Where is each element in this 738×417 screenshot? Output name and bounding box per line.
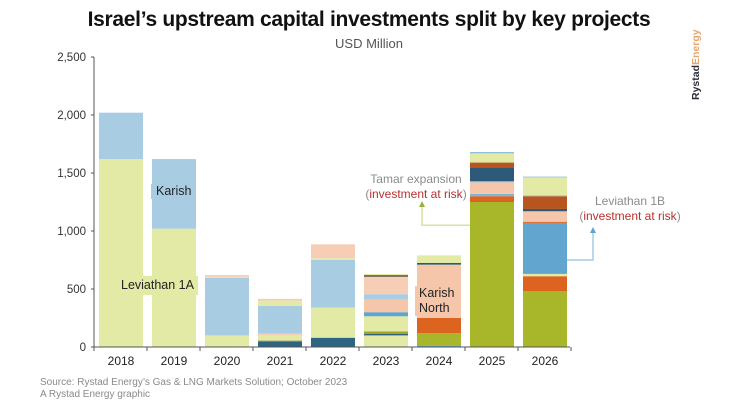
bar-segment-2021-0: [258, 341, 302, 347]
bar-segment-2023-2: [364, 331, 408, 334]
annotation-tamar-title: Tamar expansion: [370, 172, 462, 186]
bar-segment-2026-5: [523, 211, 567, 222]
y-tick-label: 1,000: [57, 226, 86, 238]
bar-segment-2026-4: [523, 221, 567, 223]
bar-segment-2026-0: [523, 291, 567, 347]
x-tick-label: 2026: [532, 354, 559, 368]
bar-segment-2023-6: [364, 294, 408, 300]
x-tick-label: 2023: [373, 354, 400, 368]
bar-segment-2025-2: [470, 193, 514, 197]
bar-segment-2021-3: [258, 333, 302, 336]
bar-segment-2023-3: [364, 316, 408, 332]
y-tick-label: 0: [80, 342, 86, 354]
chart-title: Israel’s upstream capital investments sp…: [87, 8, 651, 31]
rystad-logo: RystadEnergy: [690, 29, 702, 100]
logo-part2: Energy: [690, 29, 702, 65]
bar-segment-2025-8: [470, 152, 514, 154]
bar-segment-2018-1: [99, 112, 143, 160]
bar-segment-2023-1: [364, 333, 408, 336]
label-leviathan-1a: Leviathan 1A: [117, 276, 198, 295]
x-tick-label: 2021: [267, 354, 294, 368]
bar-segment-2024-4: [417, 262, 461, 265]
x-tick-label: 2020: [214, 354, 241, 368]
bar-segment-2023-5: [364, 299, 408, 313]
bar-segment-2022-2: [311, 260, 355, 308]
annotation-tamar-risk: investment at risk: [369, 187, 463, 201]
tamar-arrow-line: [421, 205, 470, 226]
paren-open: (: [365, 187, 370, 201]
label-karish-north-line2: North: [419, 301, 450, 315]
bar-segment-2026-6: [523, 208, 567, 212]
bar-segment-2023-4: [364, 312, 408, 317]
bar-segment-2022-4: [311, 244, 355, 259]
y-tick-label: 2,500: [57, 52, 86, 64]
logo-part1: Rystad: [690, 64, 702, 100]
bar-segment-2020-3: [205, 275, 249, 277]
label-karish: Karish: [151, 184, 195, 199]
y-tick-label: 2,000: [57, 110, 86, 122]
bar-segment-2025-6: [470, 162, 514, 168]
bar-segment-2025-7: [470, 153, 514, 163]
bar-segment-2026-9: [523, 177, 567, 196]
bar-segment-2024-2: [417, 318, 461, 334]
bar-segment-2020-1: [205, 277, 249, 336]
bar-segment-2022-0: [311, 337, 355, 347]
bar-segment-2020-2: [205, 276, 249, 278]
bar-segment-2020-0: [205, 335, 249, 347]
lev1b-arrow-line: [567, 231, 594, 261]
paren-open: (: [579, 209, 584, 223]
label-karish-north: Karish North: [415, 286, 459, 316]
x-tick-label: 2025: [479, 354, 506, 368]
paren-close: ): [676, 209, 681, 223]
x-tick-label: 2018: [108, 354, 135, 368]
bar-segment-2023-7: [364, 276, 408, 295]
bar-segment-2026-1: [523, 276, 567, 292]
chart-subtitle: USD Million: [335, 36, 403, 51]
bar-segment-2018-0: [99, 159, 143, 347]
tamar-arrow-head: [419, 201, 425, 207]
annotation-tamar: Tamar expansion (investment at risk): [360, 172, 472, 202]
x-tick-label: 2024: [426, 354, 453, 368]
credit-note: A Rystad Energy graphic: [40, 389, 151, 400]
paren-close: ): [462, 187, 467, 201]
bar-segment-2025-1: [470, 196, 514, 202]
x-tick-label: 2019: [161, 354, 188, 368]
bar-segment-2021-4: [258, 305, 302, 334]
bar-segment-2024-0: [417, 345, 461, 347]
lev1b-arrow-head: [590, 227, 596, 233]
bar-segment-2026-10: [523, 176, 567, 178]
x-tick-label: 2022: [320, 354, 347, 368]
annotation-lev1b-title: Leviathan 1B: [594, 194, 666, 208]
bar-segment-2024-1: [417, 333, 461, 346]
annotation-lev1b-risk: investment at risk: [583, 209, 677, 223]
bar-segment-2023-9: [364, 273, 408, 276]
y-tick-label: 500: [67, 284, 86, 296]
bar-segment-2025-4: [470, 181, 514, 183]
source-note: Source: Rystad Energy’s Gas & LNG Market…: [40, 377, 348, 388]
bar-segment-2026-2: [523, 273, 567, 277]
bar-segment-2023-8: [364, 275, 408, 277]
bar-segment-2022-3: [311, 258, 355, 260]
annotation-leviathan-1b: Leviathan 1B (investment at risk): [578, 194, 682, 224]
bar-segment-2023-0: [364, 335, 408, 347]
bar-segment-2021-2: [258, 335, 302, 341]
bar-segment-2026-7: [523, 196, 567, 209]
bar-segment-2022-1: [311, 307, 355, 338]
bar-segment-2024-5: [417, 255, 461, 263]
y-tick-label: 1,500: [57, 168, 86, 180]
bar-segment-2026-3: [523, 222, 567, 274]
bar-segment-2021-5: [258, 300, 302, 306]
bar-segment-2025-3: [470, 182, 514, 194]
bar-segment-2025-5: [470, 167, 514, 182]
bar-segment-2021-6: [258, 298, 302, 301]
bar-segment-2026-8: [523, 195, 567, 197]
bar-segment-2025-0: [470, 202, 514, 347]
label-karish-north-line1: Karish: [419, 286, 455, 300]
bar-segment-2021-1: [258, 340, 302, 342]
